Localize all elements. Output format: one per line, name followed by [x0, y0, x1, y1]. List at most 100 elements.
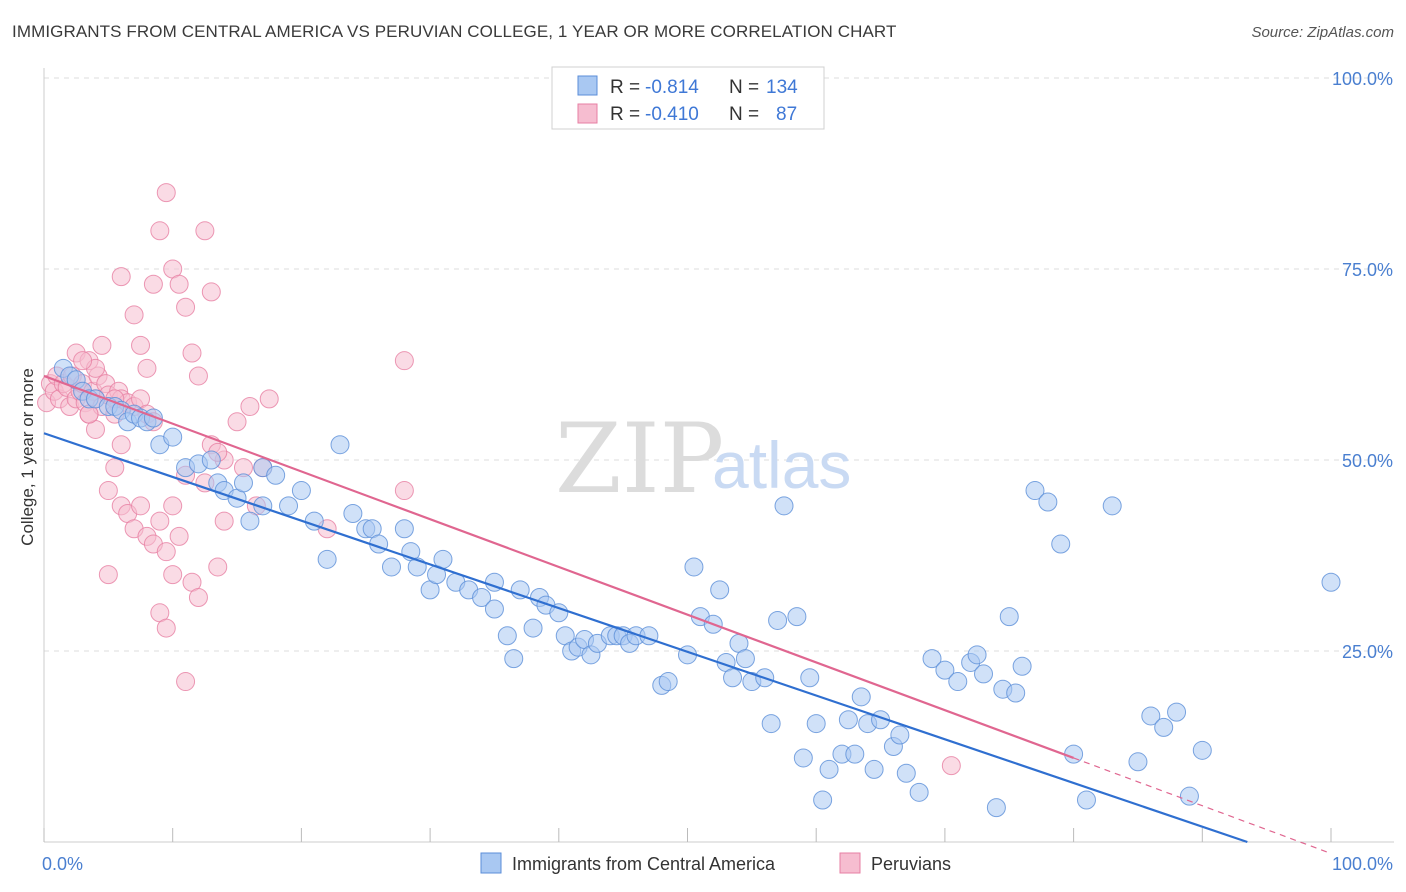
- point-central-america: [935, 660, 955, 680]
- point-peruvian: [137, 358, 157, 378]
- point-central-america: [253, 496, 273, 516]
- point-peruvian: [124, 305, 144, 325]
- point-peruvian: [182, 343, 202, 363]
- trend-line-central-america: [43, 432, 1248, 844]
- point-central-america: [233, 473, 253, 493]
- legend-r-label-1: R =: [610, 77, 640, 98]
- point-peruvian: [131, 496, 151, 516]
- point-central-america: [948, 672, 968, 692]
- point-central-america: [549, 603, 569, 623]
- point-central-america: [851, 687, 871, 707]
- point-peruvian: [176, 297, 196, 317]
- legend-swatch-pink: [577, 103, 598, 124]
- legend-n-label-1: N =: [729, 77, 759, 98]
- point-peruvian: [214, 511, 234, 531]
- point-central-america: [1128, 752, 1148, 772]
- point-central-america: [1141, 706, 1161, 726]
- point-peruvian: [156, 542, 176, 562]
- point-central-america: [163, 427, 183, 447]
- point-peruvian: [143, 274, 163, 294]
- point-peruvian: [156, 183, 176, 203]
- point-central-america: [723, 668, 743, 688]
- point-central-america: [266, 465, 286, 485]
- grid-layer: [44, 77, 1394, 652]
- point-central-america: [1076, 790, 1096, 810]
- point-central-america: [472, 588, 492, 608]
- point-peruvian: [394, 351, 414, 371]
- point-peruvian: [169, 526, 189, 546]
- watermark-atlas: atlas: [712, 428, 851, 502]
- point-central-america: [909, 782, 929, 802]
- point-central-america: [201, 450, 221, 470]
- point-central-america: [774, 496, 794, 516]
- point-central-america: [974, 664, 994, 684]
- point-peruvian: [150, 221, 170, 241]
- point-central-america: [330, 435, 350, 455]
- trend-line-peruvian-extension: [1073, 757, 1332, 855]
- x-tick-label: 100.0%: [1332, 854, 1393, 874]
- point-central-america: [497, 626, 517, 646]
- point-peruvian: [188, 366, 208, 386]
- point-central-america: [240, 511, 260, 531]
- legend-swatch-blue: [577, 75, 598, 96]
- point-peruvian: [105, 458, 125, 478]
- point-central-america: [864, 759, 884, 779]
- point-central-america: [684, 557, 704, 577]
- axis-layer: [43, 68, 1394, 843]
- point-central-america: [523, 618, 543, 638]
- point-peruvian: [73, 351, 93, 371]
- legend-n-value-1: 134: [766, 77, 798, 98]
- point-central-america: [710, 580, 730, 600]
- point-central-america: [761, 714, 781, 734]
- trend-layer: [43, 374, 1332, 855]
- point-peruvian: [163, 565, 183, 585]
- point-central-america: [504, 649, 524, 669]
- point-central-america: [484, 599, 504, 619]
- point-central-america: [845, 744, 865, 764]
- trend-line-peruvian: [43, 374, 1074, 759]
- point-central-america: [768, 610, 788, 630]
- series-legend-swatch-blue: [480, 852, 502, 874]
- point-central-america: [1038, 492, 1058, 512]
- series-legend-label-pink: Peruvians: [871, 854, 951, 874]
- series-legend: Immigrants from Central America Peruvian…: [480, 852, 951, 874]
- point-peruvian: [259, 389, 279, 409]
- y-tick-label: 100.0%: [1332, 69, 1393, 89]
- point-central-america: [343, 503, 363, 523]
- point-central-america: [986, 798, 1006, 818]
- point-central-america: [143, 408, 163, 428]
- point-peruvian: [394, 481, 414, 501]
- legend-r-label-2: R =: [610, 104, 640, 125]
- point-central-america: [890, 725, 910, 745]
- point-central-america: [800, 668, 820, 688]
- point-central-america: [381, 557, 401, 577]
- point-peruvian: [169, 274, 189, 294]
- point-central-america: [1167, 702, 1187, 722]
- point-central-america: [967, 645, 987, 665]
- point-peruvian: [240, 397, 260, 417]
- point-peruvian: [156, 618, 176, 638]
- point-peruvian: [111, 267, 131, 287]
- point-peruvian: [201, 282, 221, 302]
- point-peruvian: [188, 588, 208, 608]
- y-tick-label: 75.0%: [1342, 260, 1393, 280]
- point-central-america: [1025, 481, 1045, 501]
- point-central-america: [279, 496, 299, 516]
- chart-title: IMMIGRANTS FROM CENTRAL AMERICA VS PERUV…: [12, 22, 897, 41]
- point-central-america: [1321, 572, 1341, 592]
- point-central-america: [1051, 534, 1071, 554]
- legend-r-value-1: -0.814: [645, 77, 699, 98]
- legend-n-value-2: 87: [776, 104, 797, 125]
- watermark: ZIP atlas: [555, 403, 851, 515]
- point-central-america: [838, 710, 858, 730]
- point-central-america: [1012, 656, 1032, 676]
- point-central-america: [1192, 740, 1212, 760]
- point-peruvian: [131, 335, 151, 355]
- point-central-america: [735, 649, 755, 669]
- point-central-america: [896, 763, 916, 783]
- point-central-america: [291, 481, 311, 501]
- series-legend-label-blue: Immigrants from Central America: [512, 854, 776, 874]
- point-central-america: [813, 790, 833, 810]
- watermark-zip: ZIP: [555, 403, 724, 515]
